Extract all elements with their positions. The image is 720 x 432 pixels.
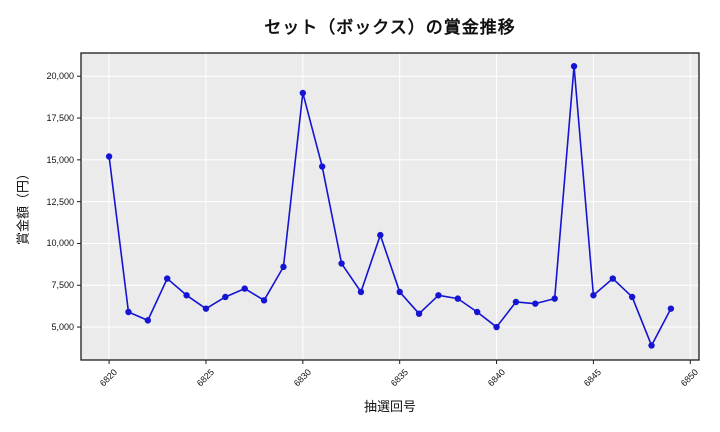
- data-point-marker: [125, 308, 132, 316]
- y-tick-label: 20,000: [46, 71, 74, 82]
- data-point-marker: [454, 295, 462, 302]
- data-point-marker: [532, 300, 539, 307]
- prize-trend-line: [108, 65, 672, 347]
- y-tick-label: 5,000: [51, 322, 74, 333]
- data-point-marker: [609, 275, 616, 282]
- x-axis-label: 抽選回号: [363, 399, 416, 414]
- data-point-marker: [105, 153, 113, 160]
- data-point-marker: [667, 305, 675, 312]
- data-point-marker: [318, 163, 326, 170]
- data-point-marker: [183, 292, 190, 299]
- data-point-marker: [377, 231, 384, 239]
- data-point-marker: [435, 292, 442, 299]
- data-point-marker: [590, 292, 597, 299]
- data-point-marker: [473, 308, 481, 316]
- data-point-marker: [164, 275, 171, 282]
- plot-background: [81, 53, 699, 360]
- data-point-marker: [648, 342, 655, 349]
- y-tick-label: 12,500: [46, 196, 74, 207]
- data-point-marker: [222, 293, 229, 301]
- data-point-marker: [260, 297, 268, 304]
- plot-frame: [80, 52, 700, 361]
- data-point-marker: [570, 63, 578, 70]
- data-point-marker: [493, 323, 500, 331]
- data-point-marker: [241, 285, 248, 292]
- data-point-marker: [299, 89, 307, 97]
- y-tick-label: 17,500: [46, 113, 74, 124]
- data-point-marker: [338, 260, 345, 267]
- data-point-marker: [280, 263, 287, 271]
- y-tick-label: 15,000: [46, 154, 74, 165]
- data-point-marker: [202, 305, 210, 312]
- data-point-marker: [415, 310, 423, 317]
- chart-title: セット（ボックス）の賞金推移: [264, 18, 516, 37]
- data-point-marker: [144, 317, 152, 324]
- data-point-marker: [512, 298, 520, 306]
- data-point-marker: [551, 295, 558, 302]
- y-tick-label: 7,500: [51, 280, 74, 291]
- data-point-marker: [396, 288, 403, 296]
- y-tick-label: 10,000: [46, 238, 74, 249]
- data-point-marker: [357, 288, 365, 296]
- data-point-marker: [628, 293, 636, 301]
